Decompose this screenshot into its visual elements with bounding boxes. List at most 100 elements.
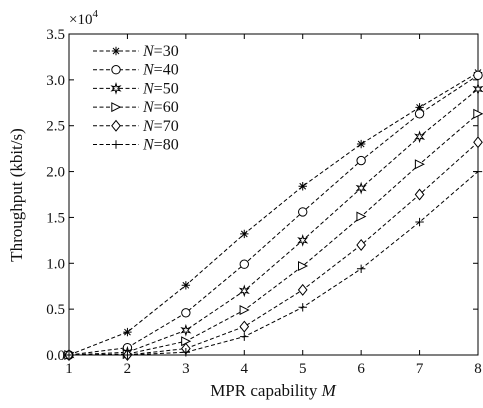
data-point: [356, 139, 366, 149]
legend-entry: N=40: [93, 62, 179, 79]
legend-label-var: N: [142, 118, 155, 135]
data-point: [181, 348, 191, 357]
y-tick-label: 3.5: [46, 27, 65, 43]
data-point: [356, 155, 366, 166]
legend-entry: N=50: [93, 80, 179, 97]
legend-label-var: N: [142, 80, 155, 97]
data-point: [473, 167, 483, 176]
data-point: [356, 264, 366, 273]
series-line: [69, 141, 479, 356]
data-point: [415, 217, 424, 227]
series-line: [68, 88, 479, 356]
legend-label-value: =80: [154, 137, 179, 154]
data-point: [298, 182, 307, 191]
x-tick-label: 6: [357, 361, 365, 377]
data-point: [414, 188, 425, 201]
data-point: [297, 233, 309, 247]
y-tick-label: 2.0: [46, 165, 65, 181]
y-tick-label: 0.5: [46, 302, 65, 318]
legend-entry: N=60: [93, 99, 179, 116]
x-axis-title-var: M: [321, 381, 337, 400]
x-tick-label: 3: [182, 361, 190, 377]
y-axis-title: Throughput (kbit/s): [7, 128, 26, 262]
data-point: [355, 181, 367, 195]
x-tick-label: 2: [124, 361, 132, 377]
data-point: [298, 303, 307, 312]
legend-label: N=60: [142, 99, 179, 116]
legend-label: N=40: [142, 62, 179, 79]
legend-label-value: =70: [154, 118, 179, 135]
y-multiplier-exponent: 4: [92, 8, 98, 20]
legend-marker: [111, 102, 122, 113]
data-point: [297, 283, 308, 296]
series-N-80: [64, 167, 483, 360]
series-line: [69, 171, 479, 356]
legend-label-value: =40: [154, 62, 179, 79]
x-axis-title-text: MPR capability: [210, 381, 318, 400]
data-point: [181, 308, 191, 318]
legend-label-var: N: [142, 137, 155, 154]
series-N-40: [64, 70, 483, 360]
series-line: [68, 113, 479, 356]
data-point: [356, 238, 366, 251]
data-point: [240, 332, 249, 341]
data-point: [415, 103, 424, 112]
series-layer: [63, 68, 483, 362]
legend-label: N=70: [142, 118, 179, 135]
data-point: [64, 350, 74, 360]
plot-axes: 1 2 3 4 5 6 7 8 0.0 0.5 1.0 1.5 2.0 2.5 3.0 3.5: [46, 27, 482, 377]
x-tick-label: 7: [416, 361, 424, 377]
data-point: [239, 305, 250, 316]
legend-entry: N=30: [93, 43, 179, 60]
series-N-50: [63, 82, 483, 362]
series-line: [68, 72, 479, 356]
y-tick-label: 3.0: [46, 73, 65, 89]
legend-marker: [111, 65, 121, 75]
y-tick-label: 1.5: [46, 210, 65, 226]
data-point: [239, 259, 249, 269]
series-N-70: [64, 136, 483, 361]
legend-label-value: =30: [154, 43, 179, 60]
y-tick-label: 1.0: [46, 256, 65, 272]
data-point: [414, 159, 425, 170]
legend-label: N=80: [142, 137, 179, 154]
legend-marker: [111, 140, 121, 149]
data-point: [298, 261, 309, 272]
y-multiplier: ×104: [69, 8, 98, 28]
x-axis-title: MPR capability M: [210, 381, 336, 400]
data-point: [298, 207, 308, 217]
x-tick-label: 5: [299, 361, 307, 377]
plot-frame: [68, 33, 479, 356]
data-point: [356, 211, 367, 222]
data-point: [123, 327, 132, 337]
data-point: [414, 130, 426, 144]
data-point: [240, 229, 249, 239]
legend-label-value: =60: [154, 99, 179, 116]
legend-label: N=50: [142, 80, 179, 97]
series-line: [68, 74, 479, 356]
x-tick-label: 8: [474, 361, 482, 377]
x-tick-label: 1: [65, 361, 73, 377]
y-tick-label: 0.0: [46, 348, 65, 364]
legend-label-var: N: [142, 62, 155, 79]
y-tick-label: 2.5: [46, 119, 65, 135]
x-tick-label: 4: [241, 361, 249, 377]
data-point: [473, 136, 483, 149]
legend-marker: [111, 119, 121, 132]
legend-entry: N=80: [93, 137, 179, 154]
data-point: [123, 350, 132, 360]
data-point: [472, 82, 483, 96]
legend-marker: [111, 46, 121, 56]
legend-label-var: N: [142, 99, 155, 116]
legend: N=30N=40N=50N=60N=70N=80: [93, 43, 179, 154]
data-point: [180, 323, 192, 337]
data-point: [238, 284, 250, 298]
data-point: [414, 109, 425, 119]
legend-label: N=30: [142, 43, 179, 60]
legend-label-var: N: [142, 43, 155, 60]
legend-marker: [110, 82, 122, 95]
legend-label-value: =50: [154, 80, 179, 97]
data-point: [473, 108, 483, 119]
y-multiplier-base: ×10: [69, 12, 92, 28]
